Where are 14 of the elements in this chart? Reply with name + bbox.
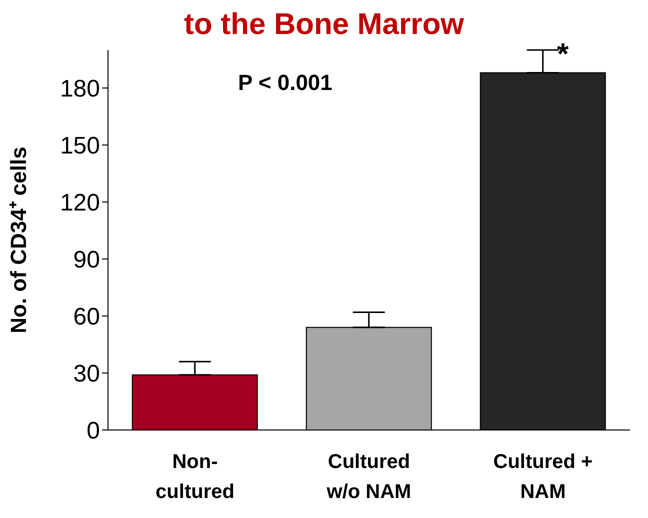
y-tick-label: 0 [86, 418, 100, 445]
y-axis-title: No. of CD34⁺ cells [6, 146, 31, 334]
y-tick-label: 90 [73, 246, 100, 274]
y-tick-label: 30 [73, 360, 100, 388]
y-tick-label: 150 [60, 132, 100, 160]
y-tick-label: 180 [60, 76, 100, 103]
x-tick-label: Cultured + NAM [493, 451, 593, 503]
x-tick-label: Non- cultured [156, 451, 234, 503]
annotation: * [557, 38, 569, 71]
y-tick-label: 60 [73, 304, 100, 331]
chart-title: to the Bone Marrow [184, 8, 464, 41]
x-tick-label: Cultured w/o NAM [326, 451, 412, 503]
y-tick-label: 120 [60, 190, 100, 217]
annotation: P < 0.001 [238, 70, 332, 96]
